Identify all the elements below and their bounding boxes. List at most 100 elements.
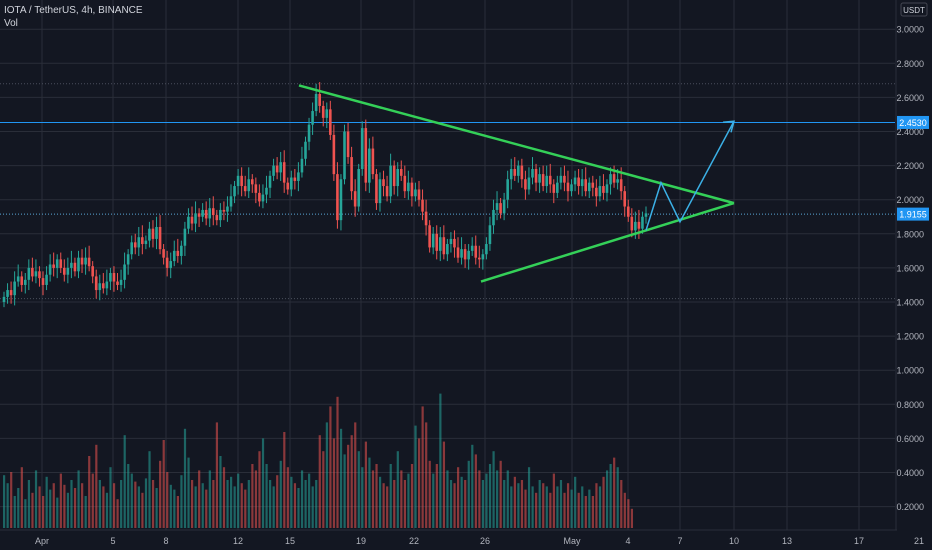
time-tick-label: 21: [914, 536, 924, 546]
volume-bar: [251, 464, 254, 528]
time-tick-label: 22: [409, 536, 419, 546]
volume-bar: [56, 497, 59, 528]
volume-bar: [247, 480, 250, 528]
currency-label: USDT: [903, 6, 925, 15]
time-tick-label: 8: [163, 536, 168, 546]
candle-body: [570, 184, 573, 192]
candle-body: [80, 257, 84, 265]
candle-body: [34, 271, 38, 277]
volume-bar: [368, 457, 371, 528]
volume-bar: [212, 480, 215, 528]
volume-bar: [130, 473, 133, 528]
volume-bar: [513, 476, 516, 528]
volume-bar: [112, 483, 116, 528]
candle-body: [197, 213, 201, 217]
candle-body: [23, 279, 27, 285]
volume-bar: [552, 473, 555, 528]
volume-bar: [98, 480, 101, 528]
volume-bar: [95, 444, 98, 528]
candle-body: [506, 179, 509, 200]
volume-bar: [620, 480, 623, 528]
candle-body: [219, 209, 222, 221]
volume-bar: [244, 489, 247, 528]
candle-body: [605, 184, 609, 193]
volume-bar: [545, 486, 548, 528]
candle-body: [148, 228, 151, 241]
volume-bar: [584, 496, 587, 528]
volume-bar: [315, 480, 318, 528]
candle-body: [158, 226, 162, 250]
volume-bar: [237, 473, 240, 528]
candle-body: [16, 276, 20, 282]
volume-bar: [205, 489, 208, 528]
candle-body: [477, 257, 481, 260]
candle-body: [105, 281, 109, 289]
volume-bar: [535, 492, 538, 528]
volume-bar: [13, 496, 16, 528]
candle-body: [55, 259, 59, 268]
volume-bar: [347, 444, 350, 528]
volume-bar: [31, 492, 34, 528]
candle-body: [527, 177, 531, 190]
candle-body: [151, 228, 155, 239]
volume-bar: [417, 438, 421, 528]
volume-bar: [559, 480, 563, 528]
volume-bar: [350, 435, 353, 528]
volume-bar: [464, 480, 467, 528]
candle-body: [162, 249, 165, 258]
candle-body: [467, 250, 470, 260]
time-tick-label: 15: [285, 536, 295, 546]
candle-body: [538, 174, 541, 183]
candle-body: [190, 216, 194, 224]
volume-bar: [116, 499, 119, 528]
candle-body: [392, 165, 396, 187]
volume-bar: [109, 467, 112, 528]
candle-body: [513, 169, 517, 176]
grid: [0, 0, 920, 530]
volume-bar: [300, 470, 304, 528]
volume-bar: [357, 451, 360, 528]
candle-body: [130, 242, 133, 255]
volume-bar: [102, 486, 105, 528]
candle-body: [449, 238, 453, 245]
volume-bar: [400, 470, 403, 528]
candle-body: [396, 169, 400, 187]
candle-body: [66, 267, 70, 275]
candle-body: [641, 216, 644, 229]
candle-body: [428, 225, 431, 248]
time-tick-label: 17: [854, 536, 864, 546]
candle-body: [368, 148, 371, 183]
candle-body: [229, 196, 233, 207]
candle-body: [346, 131, 350, 158]
candle-body: [634, 221, 637, 231]
candle-body: [442, 237, 446, 255]
volume-bar: [598, 486, 602, 528]
volume-bar: [609, 464, 612, 528]
candle-body: [133, 242, 137, 248]
candle-body: [424, 211, 428, 226]
candle-body: [552, 184, 556, 193]
volume-bar: [375, 464, 378, 528]
volume-bar: [378, 476, 382, 528]
candle-body: [630, 216, 634, 231]
volume-bar: [499, 460, 502, 528]
candle-body: [194, 213, 197, 224]
candle-body: [481, 254, 485, 260]
volume-bar: [308, 473, 311, 528]
volume-bar: [208, 470, 211, 528]
candle-body: [180, 245, 183, 256]
volume-bar: [70, 480, 73, 528]
volume-bar: [66, 492, 70, 528]
candle-body: [446, 244, 449, 255]
candle-body: [282, 162, 286, 183]
volume-bar: [173, 489, 176, 528]
volume-bar: [6, 483, 9, 528]
candle-body: [73, 262, 77, 272]
volume-bar: [605, 470, 609, 528]
candle-body: [91, 266, 94, 277]
volume-bar: [276, 475, 279, 528]
volume-bar: [159, 460, 162, 528]
candle-body: [378, 179, 382, 204]
price-axis: 0.2000 0.4000 0.6000 0.8000 1.0000 1.2000 1.40…: [895, 0, 932, 550]
